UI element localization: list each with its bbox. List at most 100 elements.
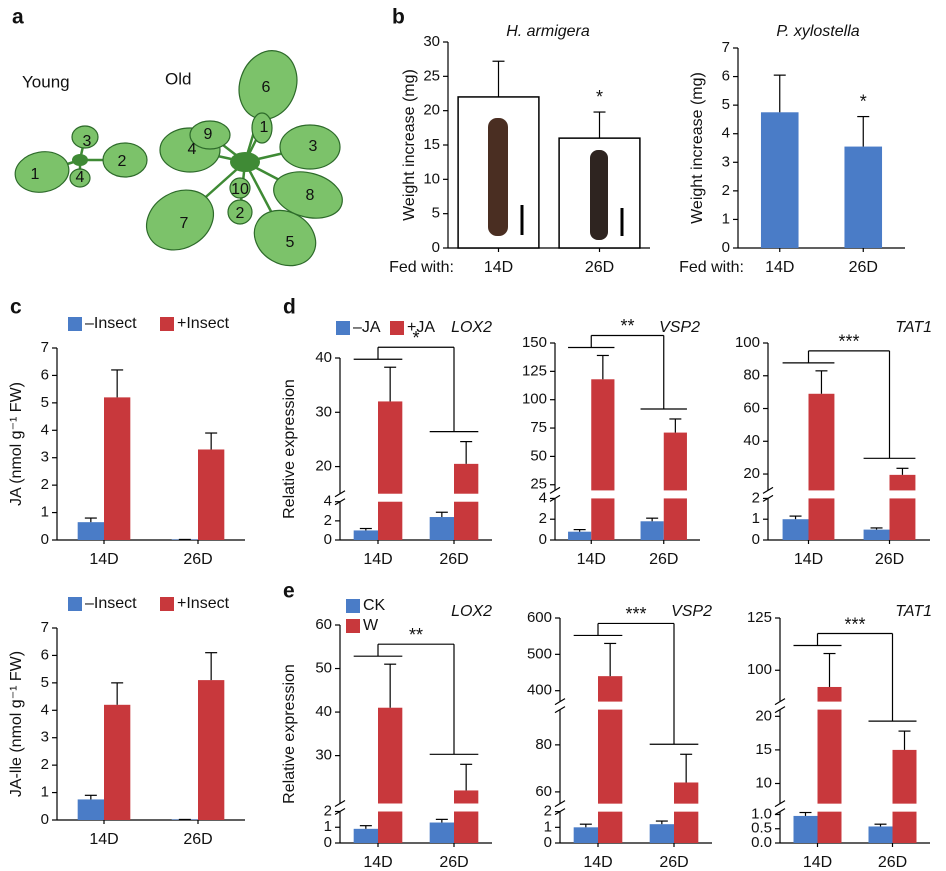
break-mark	[334, 498, 346, 506]
y-tick-label: 25	[423, 67, 440, 84]
y-axis-label: Weight increase (mg)	[689, 72, 706, 224]
y-tick-label: 4	[41, 421, 49, 438]
bar	[454, 790, 479, 843]
axis-break	[341, 803, 492, 812]
y-tick-label: 50	[530, 447, 547, 464]
x-tick-label: 26D	[183, 551, 212, 568]
break-mark	[334, 807, 346, 816]
bar	[674, 782, 699, 843]
stage-label: Young	[22, 72, 70, 91]
y-tick-label: 10	[423, 170, 440, 187]
significance-label: **	[620, 316, 634, 336]
bar	[573, 827, 598, 843]
y-tick-label: 60	[743, 399, 760, 416]
y-tick-label: 6	[41, 366, 49, 383]
y-tick-label: 0	[539, 531, 547, 548]
significance-label: *	[412, 328, 419, 348]
bar	[77, 522, 104, 540]
y-tick-label: 4	[324, 493, 332, 510]
axis-break	[556, 490, 700, 499]
y-axis-label: JA (nmol g⁻¹ FW)	[8, 382, 25, 506]
break-mark	[334, 799, 346, 808]
y-tick-label: 75	[530, 419, 547, 436]
bar	[353, 530, 378, 540]
break-mark	[762, 494, 774, 502]
bar	[760, 112, 799, 249]
legend-label: +Insect	[177, 315, 230, 332]
x-tick-label: 14D	[363, 854, 392, 871]
bar	[649, 824, 674, 843]
leaf-number: 1	[260, 119, 269, 136]
legend-swatch	[68, 597, 82, 611]
leaf-number: 2	[236, 205, 245, 222]
y-tick-label: 25	[530, 476, 547, 493]
legend-label: W	[363, 617, 379, 634]
bar	[77, 799, 104, 820]
legend-swatch	[336, 321, 350, 335]
chart-title: VSP2	[671, 603, 712, 620]
chart-title: LOX2	[451, 603, 492, 620]
bar	[429, 517, 454, 540]
legend-label: +Insect	[177, 595, 230, 612]
break-mark	[554, 706, 566, 714]
y-axis-label: Relative expression	[281, 379, 298, 519]
y-tick-label: 3	[41, 449, 49, 466]
x-tick-label: 26D	[439, 551, 468, 568]
x-tick-label: 26D	[439, 854, 468, 871]
y-tick-label: 4	[722, 125, 730, 142]
y-tick-label: 6	[722, 68, 730, 85]
x-tick-label: 14D	[577, 551, 606, 568]
y-tick-label: 10	[755, 774, 772, 791]
x-tick-label: 26D	[649, 551, 678, 568]
bar	[568, 531, 592, 540]
y-tick-label: 20	[743, 465, 760, 482]
axis-break	[561, 803, 712, 812]
y-axis-label: JA-lle (nmol g⁻¹ FW)	[8, 651, 25, 797]
bar	[640, 521, 664, 540]
bar	[868, 826, 893, 843]
bar	[198, 449, 225, 540]
y-tick-label: 1	[544, 818, 552, 835]
bar	[863, 529, 890, 540]
y-tick-label: 2	[752, 489, 760, 506]
break-mark	[549, 486, 561, 494]
legend-swatch	[68, 317, 82, 331]
y-tick-label: 1.0	[751, 805, 772, 822]
y-tick-label: 100	[747, 661, 772, 678]
x-tick-label: 14D	[89, 551, 118, 568]
y-tick-label: 1	[324, 818, 332, 835]
y-tick-label: 30	[423, 33, 440, 50]
y-tick-label: 100	[522, 391, 547, 408]
y-tick-label: 600	[527, 609, 552, 626]
panel-label: a	[12, 6, 24, 29]
leaf-number: 7	[180, 215, 189, 232]
y-tick-label: 100	[735, 334, 760, 351]
leaf-number: 9	[204, 126, 213, 143]
chart-title: VSP2	[659, 319, 700, 336]
y-tick-label: 40	[743, 432, 760, 449]
y-tick-label: 4	[539, 489, 547, 506]
x-tick-label: 14D	[484, 259, 513, 276]
y-tick-label: 20	[423, 102, 440, 119]
y-tick-label: 6	[41, 646, 49, 663]
break-mark	[334, 490, 346, 498]
y-tick-label: 3	[41, 729, 49, 746]
y-tick-label: 5	[722, 96, 730, 113]
bar	[598, 676, 623, 843]
break-mark	[774, 800, 786, 808]
bar	[454, 463, 479, 540]
y-tick-label: 2	[41, 476, 49, 493]
bar	[782, 519, 809, 540]
significance-label: ***	[844, 614, 865, 634]
leaf-number: 4	[76, 169, 85, 186]
x-tick-label: 26D	[849, 259, 878, 276]
bar	[793, 815, 818, 843]
leaf-number: 1	[31, 166, 40, 183]
chart-title: TAT1	[895, 603, 932, 620]
chart-title: P. xylostella	[776, 23, 859, 40]
y-tick-label: 400	[527, 682, 552, 699]
y-tick-label: 80	[535, 736, 552, 753]
y-tick-label: 5	[41, 394, 49, 411]
y-tick-label: 40	[315, 349, 332, 366]
y-tick-label: 2	[544, 803, 552, 820]
